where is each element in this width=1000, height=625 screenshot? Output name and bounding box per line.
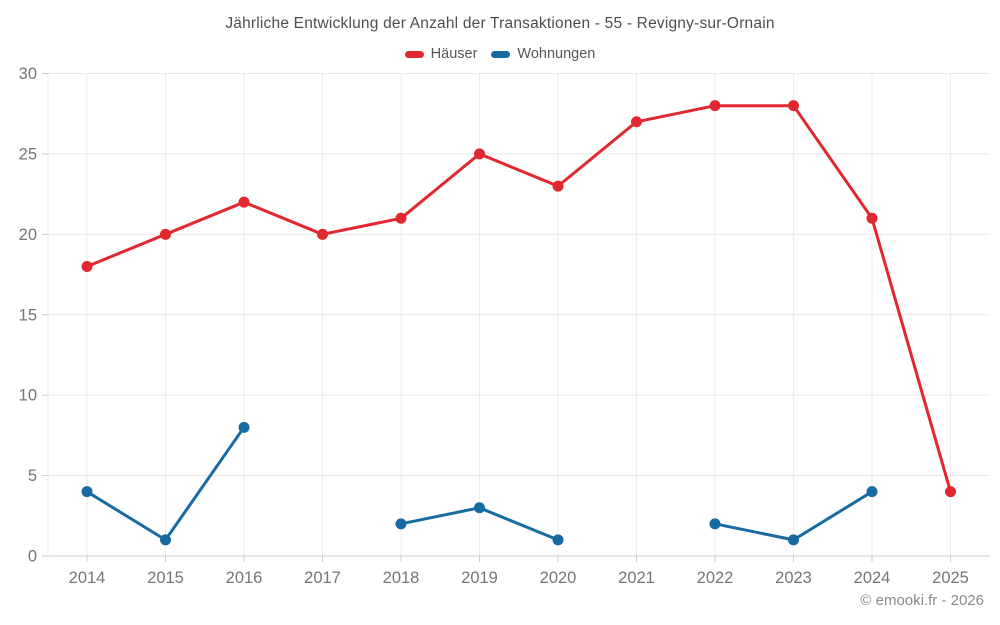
x-axis-label: 2023 <box>775 569 812 587</box>
x-axis-label: 2025 <box>932 569 969 587</box>
data-point <box>81 261 93 272</box>
data-point <box>866 486 878 498</box>
data-point <box>395 212 407 224</box>
x-axis-label: 2019 <box>461 569 498 587</box>
x-axis-label: 2018 <box>383 569 420 587</box>
legend-item-haeuser[interactable]: Häuser <box>404 46 478 62</box>
y-axis-label: 20 <box>19 226 37 244</box>
y-axis-label: 15 <box>19 306 37 324</box>
x-axis-label: 2017 <box>304 569 341 587</box>
data-point <box>238 196 250 208</box>
data-point <box>474 502 485 514</box>
data-point <box>160 534 171 546</box>
y-axis-label: 5 <box>28 467 37 485</box>
chart-title: Jährliche Entwicklung der Anzahl der Tra… <box>225 15 775 32</box>
data-point <box>709 100 721 112</box>
legend-marker-icon <box>491 50 511 58</box>
legend-label: Wohnungen <box>517 46 596 62</box>
series-line-haeuser <box>85 104 952 494</box>
x-axis-label: 2016 <box>226 569 263 587</box>
x-axis-label: 2024 <box>854 569 891 587</box>
data-point <box>788 534 799 546</box>
data-point <box>788 100 799 112</box>
data-point <box>238 421 250 433</box>
copyright-credit: © emooki.fr - 2026 <box>860 592 984 609</box>
x-axis-label: 2020 <box>540 569 577 587</box>
data-point <box>552 534 564 546</box>
data-point <box>945 486 956 498</box>
legend-label: Häuser <box>430 46 478 62</box>
x-axis-label: 2014 <box>69 569 106 587</box>
chart-legend: Häuser Wohnungen <box>0 46 1000 62</box>
y-axis-label: 10 <box>19 387 37 405</box>
y-axis-label: 25 <box>19 145 37 163</box>
x-axis-label: 2022 <box>697 569 734 587</box>
legend-item-wohnungen[interactable]: Wohnungen <box>491 46 595 62</box>
data-point <box>395 518 407 530</box>
data-point <box>866 212 878 224</box>
data-point <box>81 486 93 498</box>
data-point <box>317 228 328 240</box>
y-axis-label: 30 <box>19 65 37 83</box>
data-point <box>631 116 642 128</box>
legend-marker-icon <box>404 50 424 58</box>
x-axis-label: 2021 <box>618 569 655 587</box>
x-axis-label: 2015 <box>147 569 184 587</box>
y-axis-label: 0 <box>28 548 37 566</box>
data-point <box>160 228 171 240</box>
data-point <box>474 148 485 160</box>
data-point <box>552 180 564 192</box>
data-point <box>709 518 721 530</box>
